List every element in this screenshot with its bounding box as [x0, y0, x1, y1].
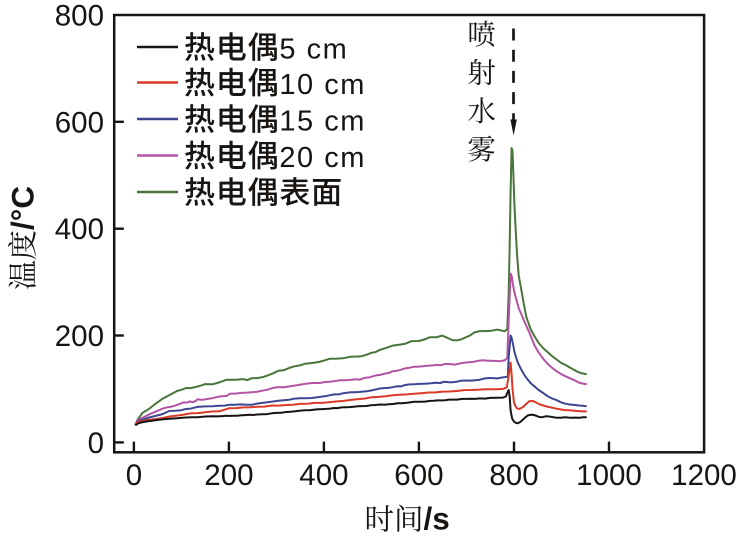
svg-text:600: 600 [55, 106, 104, 139]
svg-text:20 cm: 20 cm [279, 142, 365, 174]
svg-text:800: 800 [489, 459, 538, 492]
svg-text:600: 600 [394, 459, 443, 492]
svg-text:800: 800 [55, 0, 104, 33]
svg-text:0: 0 [126, 459, 142, 492]
svg-text:/°C: /°C [5, 186, 41, 230]
svg-text:400: 400 [299, 459, 348, 492]
svg-text:1000: 1000 [576, 459, 642, 492]
svg-text:1200: 1200 [671, 459, 737, 492]
svg-text:0: 0 [88, 427, 104, 460]
svg-text:5 cm: 5 cm [279, 33, 348, 65]
svg-text:/s: /s [424, 501, 450, 537]
svg-text:200: 200 [55, 320, 104, 353]
svg-text:400: 400 [55, 213, 104, 246]
svg-text:200: 200 [204, 459, 253, 492]
svg-text:10 cm: 10 cm [279, 69, 365, 101]
svg-text:15 cm: 15 cm [279, 105, 365, 137]
